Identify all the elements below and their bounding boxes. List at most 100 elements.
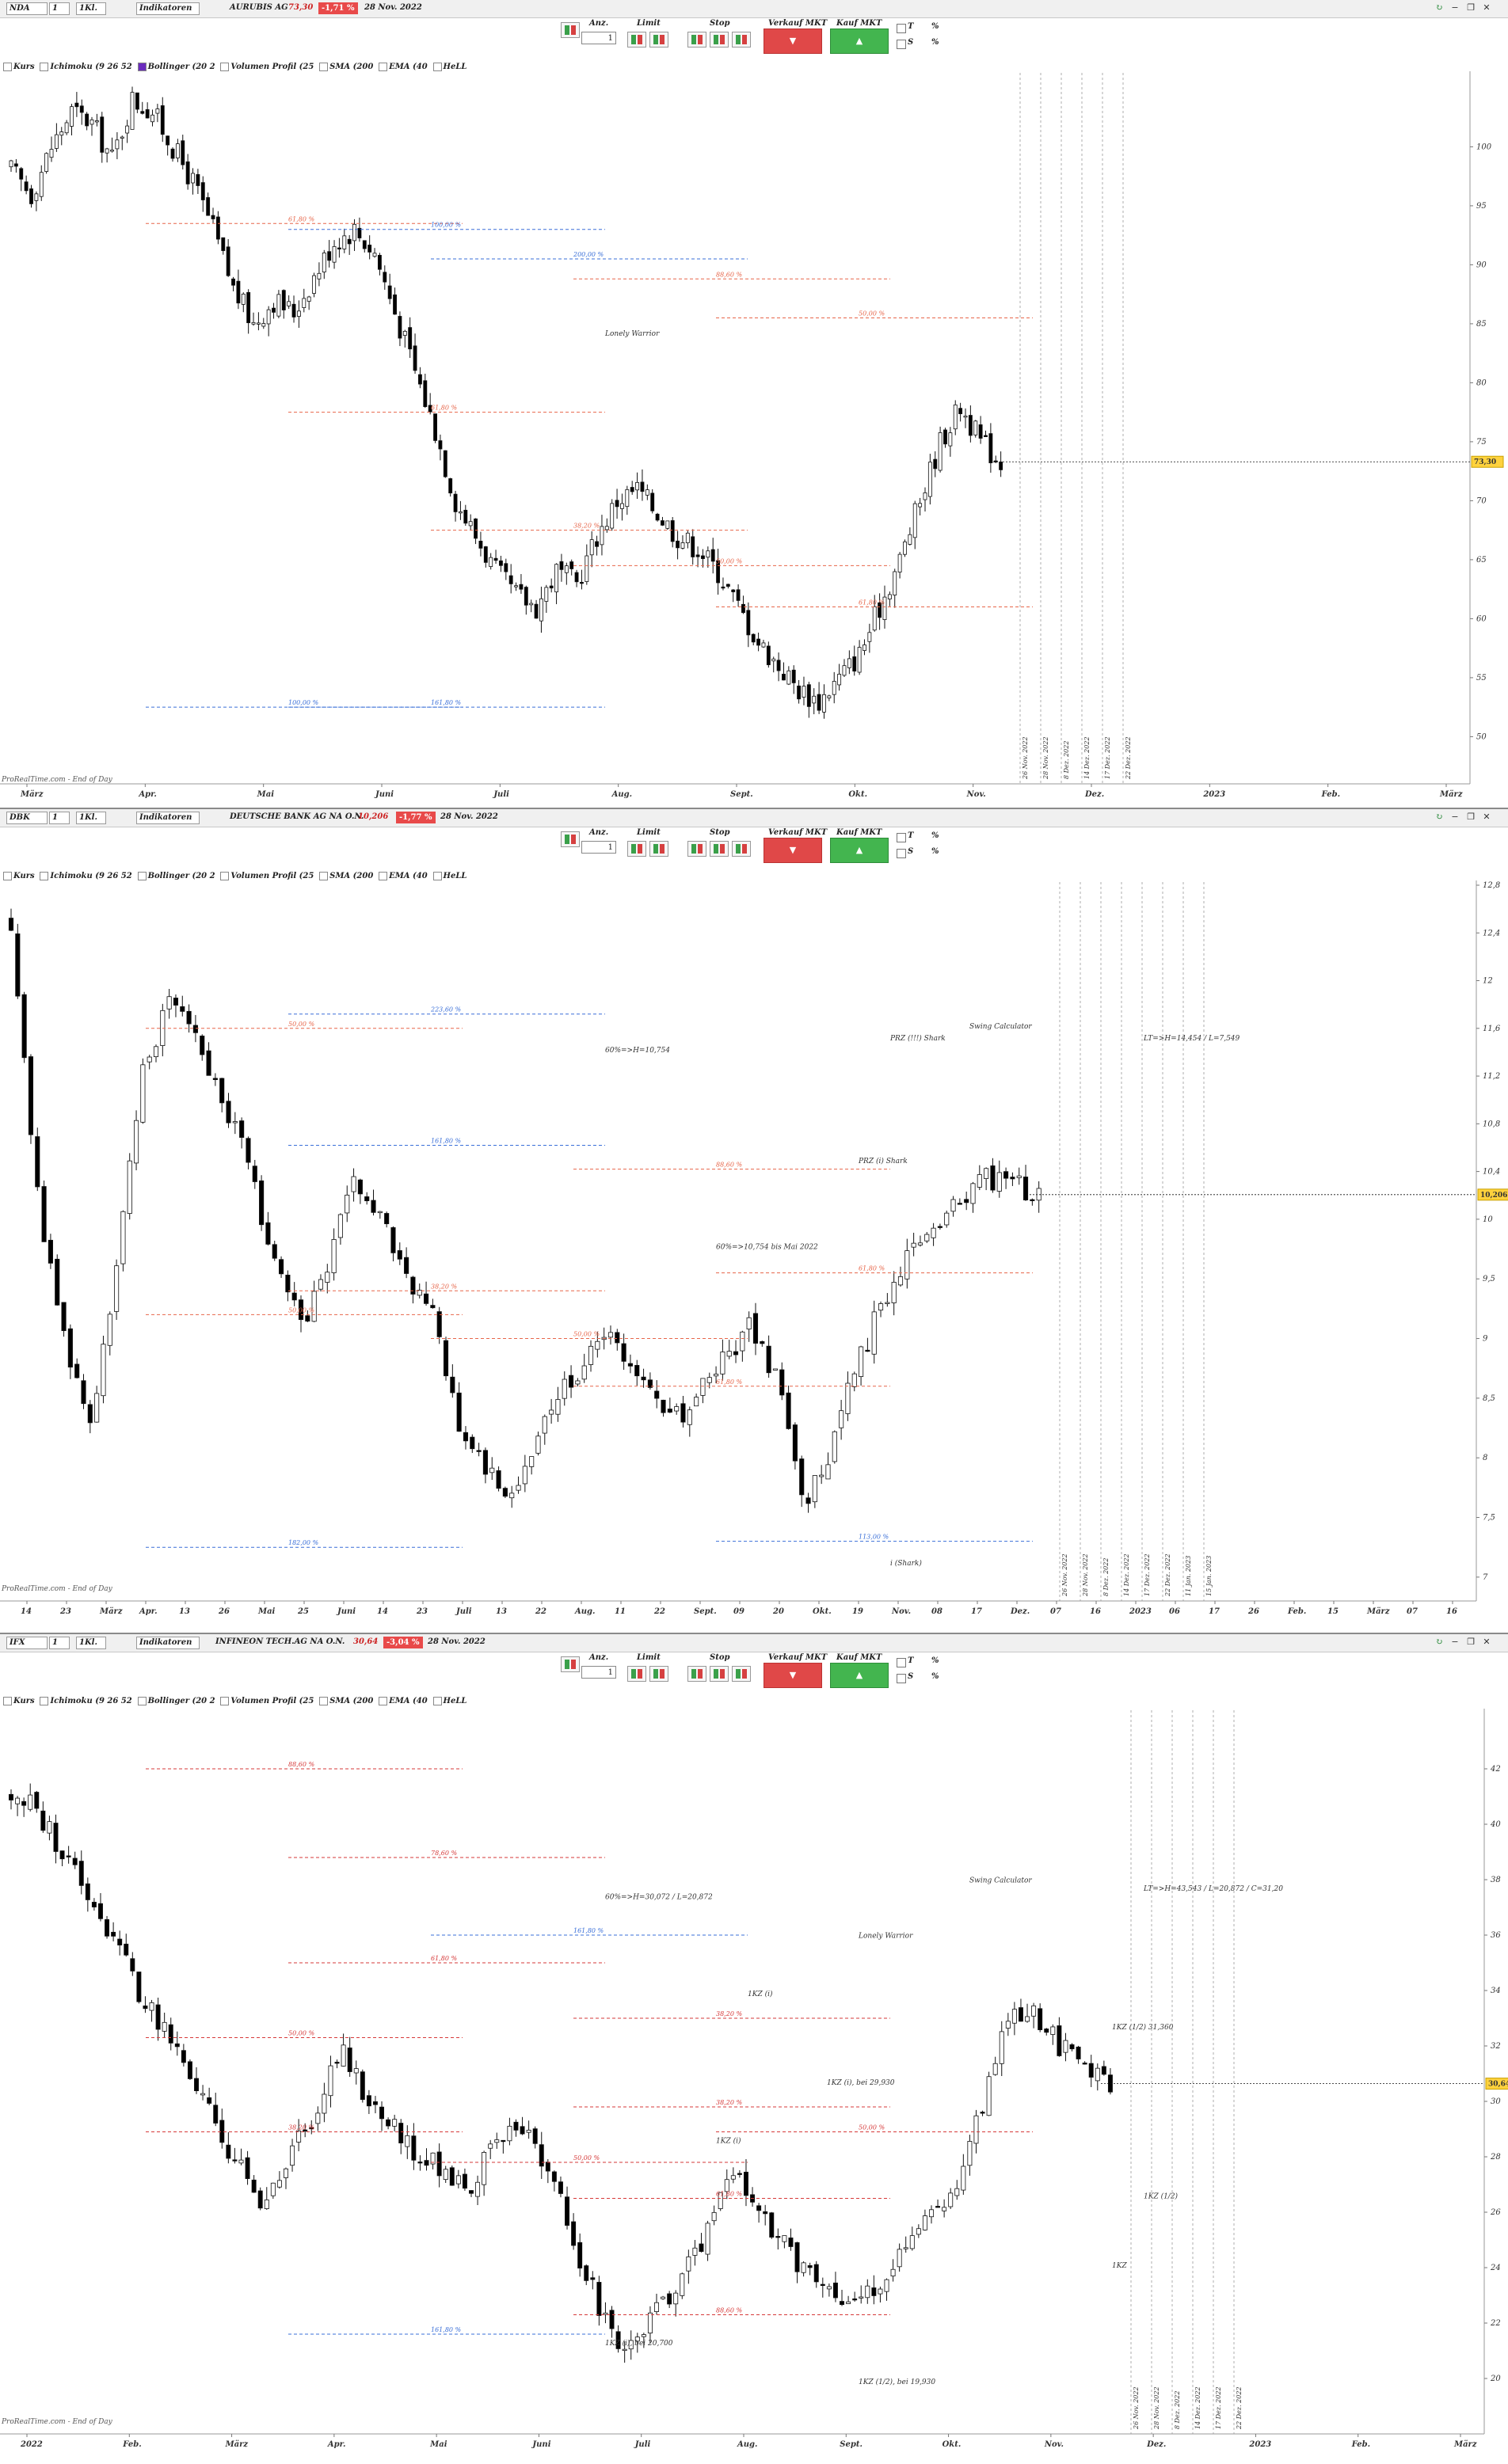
- s-checkbox[interactable]: [897, 849, 906, 858]
- buy-market-button[interactable]: ▲: [830, 29, 889, 54]
- candle-down: [1044, 2029, 1049, 2033]
- limit-sell-button[interactable]: [649, 1666, 668, 1682]
- ind-sma[interactable]: SMA (200: [319, 872, 373, 880]
- t-checkbox[interactable]: [897, 24, 906, 33]
- stop-buy-button[interactable]: [687, 841, 706, 857]
- ind-hell[interactable]: HeLL: [432, 63, 466, 71]
- candle-up: [984, 1168, 989, 1179]
- ind-volume-profile[interactable]: Volumen Profil (25: [220, 872, 314, 880]
- qty-label: Anz.: [589, 1653, 609, 1662]
- stop-sell-button[interactable]: [710, 1666, 729, 1682]
- period-select[interactable]: 1Kl.: [76, 2, 106, 15]
- stop-extra-button[interactable]: [732, 1666, 751, 1682]
- symbol-select[interactable]: NDA: [6, 2, 48, 15]
- refresh-icon[interactable]: ↻: [1435, 812, 1443, 822]
- restore-icon[interactable]: ❐: [1467, 2, 1475, 13]
- limit-label: Limit: [637, 828, 661, 837]
- interval-select[interactable]: 1: [49, 1637, 70, 1649]
- close-icon[interactable]: ✕: [1483, 2, 1491, 13]
- refresh-icon[interactable]: ↻: [1435, 1637, 1443, 1647]
- buy-market-button[interactable]: ▲: [830, 1663, 889, 1688]
- sell-market-button[interactable]: ▼: [764, 838, 822, 863]
- ind-kurs[interactable]: Kurs: [3, 63, 35, 71]
- minimize-icon[interactable]: −: [1451, 2, 1459, 13]
- drawing-tool-icon[interactable]: [561, 831, 580, 847]
- ind-hell[interactable]: HeLL: [432, 1697, 466, 1705]
- ind-ema[interactable]: EMA (40: [379, 1697, 428, 1705]
- indicators-button[interactable]: Indikatoren: [136, 1637, 200, 1649]
- ind-kurs[interactable]: Kurs: [3, 872, 35, 880]
- candle-down: [654, 1390, 660, 1399]
- ind-volume-profile[interactable]: Volumen Profil (25: [220, 63, 314, 71]
- indicators-button[interactable]: Indikatoren: [136, 812, 200, 824]
- ind-sma[interactable]: SMA (200: [319, 63, 373, 71]
- limit-buy-button[interactable]: [627, 1666, 646, 1682]
- ind-hell[interactable]: HeLL: [432, 872, 466, 880]
- s-checkbox[interactable]: [897, 1674, 906, 1683]
- limit-buy-button[interactable]: [627, 32, 646, 48]
- buy-market-button[interactable]: ▲: [830, 838, 889, 863]
- s-checkbox[interactable]: [897, 40, 906, 49]
- symbol-select[interactable]: DBK: [6, 812, 48, 824]
- period-select[interactable]: 1Kl.: [76, 1637, 106, 1649]
- candle-up: [276, 294, 281, 317]
- candle-down: [737, 2173, 742, 2175]
- close-icon[interactable]: ✕: [1483, 1637, 1491, 1647]
- ind-ema[interactable]: EMA (40: [379, 63, 428, 71]
- qty-input[interactable]: 1: [581, 32, 616, 44]
- stop-sell-button[interactable]: [710, 841, 729, 857]
- chart-annotation: 1KZ (i), bei 29,930: [827, 2078, 895, 2087]
- sell-market-button[interactable]: ▼: [764, 29, 822, 54]
- interval-select[interactable]: 1: [49, 2, 70, 15]
- drawing-tool-icon[interactable]: [561, 1656, 580, 1672]
- minimize-icon[interactable]: −: [1451, 1637, 1459, 1647]
- ind-ichimoku[interactable]: Ichimoku (9 26 52: [40, 63, 132, 71]
- price-chart-aurubis[interactable]: 50 55 60 65 70 75 80 85 90 95 100 März Apr. Mai Juni Ju…: [0, 0, 1508, 808]
- t-checkbox[interactable]: [897, 1658, 906, 1667]
- refresh-icon[interactable]: ↻: [1435, 2, 1443, 13]
- close-icon[interactable]: ✕: [1483, 812, 1491, 822]
- stop-buy-button[interactable]: [687, 1666, 706, 1682]
- s-label: S: [908, 1672, 914, 1681]
- ind-ema[interactable]: EMA (40: [379, 872, 428, 880]
- interval-select[interactable]: 1: [49, 812, 70, 824]
- indicators-button[interactable]: Indikatoren: [136, 2, 200, 15]
- x-tick-label: 15: [1327, 1607, 1339, 1616]
- restore-icon[interactable]: ❐: [1467, 812, 1475, 822]
- y-tick-label: 40: [1490, 1820, 1501, 1829]
- stop-sell-button[interactable]: [710, 32, 729, 48]
- restore-icon[interactable]: ❐: [1467, 1637, 1475, 1647]
- ind-bollinger[interactable]: Bollinger (20 2: [137, 1697, 215, 1705]
- ind-bollinger[interactable]: Bollinger (20 2: [137, 63, 215, 71]
- candle-up: [782, 2235, 787, 2242]
- qty-input[interactable]: 1: [581, 841, 616, 854]
- ind-bollinger[interactable]: Bollinger (20 2: [137, 872, 215, 880]
- stop-extra-button[interactable]: [732, 32, 751, 48]
- limit-buy-button[interactable]: [627, 841, 646, 857]
- qty-input[interactable]: 1: [581, 1666, 616, 1679]
- projection-label: 8 Dez. 2022: [1102, 1558, 1110, 1596]
- candle-down: [291, 1292, 297, 1301]
- ind-ichimoku[interactable]: Ichimoku (9 26 52: [40, 1697, 132, 1705]
- sell-market-button[interactable]: ▼: [764, 1663, 822, 1688]
- t-checkbox[interactable]: [897, 833, 906, 842]
- drawing-tool-icon[interactable]: [561, 22, 580, 38]
- limit-sell-button[interactable]: [649, 32, 668, 48]
- period-select[interactable]: 1Kl.: [76, 812, 106, 824]
- candle-down: [513, 2121, 519, 2131]
- buy-label: Kauf MKT: [836, 828, 882, 837]
- candle-up: [963, 415, 968, 418]
- price-chart-deutsche-bank[interactable]: 7 7,5 8 8,5 9 9,5 10 10,4 10,8 11,2 11,6 12 12,4 12,8…: [0, 809, 1508, 1633]
- ind-kurs[interactable]: Kurs: [3, 1697, 35, 1705]
- minimize-icon[interactable]: −: [1451, 812, 1459, 822]
- limit-sell-button[interactable]: [649, 841, 668, 857]
- stop-extra-button[interactable]: [732, 841, 751, 857]
- ind-sma[interactable]: SMA (200: [319, 1697, 373, 1705]
- symbol-select[interactable]: IFX: [6, 1637, 48, 1649]
- candle-up: [761, 642, 766, 648]
- stop-buy-button[interactable]: [687, 32, 706, 48]
- candle-down: [436, 2151, 442, 2177]
- ind-ichimoku[interactable]: Ichimoku (9 26 52: [40, 872, 132, 880]
- ind-volume-profile[interactable]: Volumen Profil (25: [220, 1697, 314, 1705]
